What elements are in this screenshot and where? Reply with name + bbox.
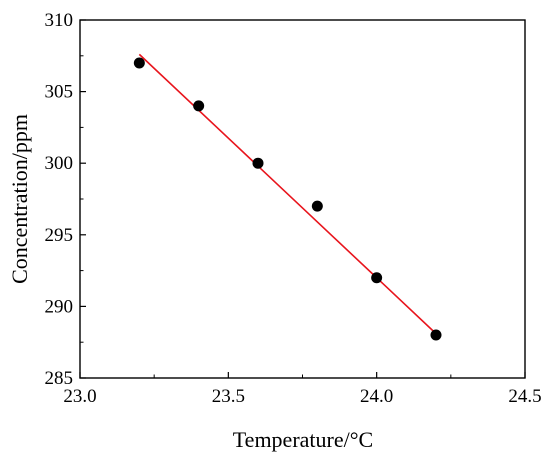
x-axis-title: Temperature/°C (233, 427, 373, 452)
y-tick-label: 290 (45, 296, 74, 317)
tick-labels-layer: 23.0 23.5 24.0 24.5 285 290 295 300 305 310 (45, 10, 542, 407)
y-tick-label: 295 (45, 225, 74, 246)
data-point (133, 57, 145, 69)
x-tick-label: 23.0 (63, 386, 96, 407)
y-axis-title: Concentration/ppm (7, 114, 32, 284)
data-point (193, 100, 205, 112)
plot-frame (79, 19, 526, 379)
data-points-layer (133, 57, 442, 341)
data-point (371, 272, 383, 284)
fit-line-layer (138, 53, 437, 335)
y-tick-label: 285 (45, 368, 74, 389)
x-tick-label: 24.0 (360, 386, 393, 407)
data-point (252, 157, 264, 169)
x-tick-label: 23.5 (212, 386, 245, 407)
y-tick-label: 305 (45, 82, 74, 103)
linear-fit-line (138, 53, 437, 335)
y-tick-label: 300 (45, 153, 74, 174)
data-point (430, 329, 442, 341)
x-tick-label: 24.5 (508, 386, 541, 407)
axis-ticks (79, 19, 526, 379)
plot-border (79, 19, 526, 379)
y-tick-label: 310 (45, 10, 74, 31)
data-point (311, 200, 323, 212)
